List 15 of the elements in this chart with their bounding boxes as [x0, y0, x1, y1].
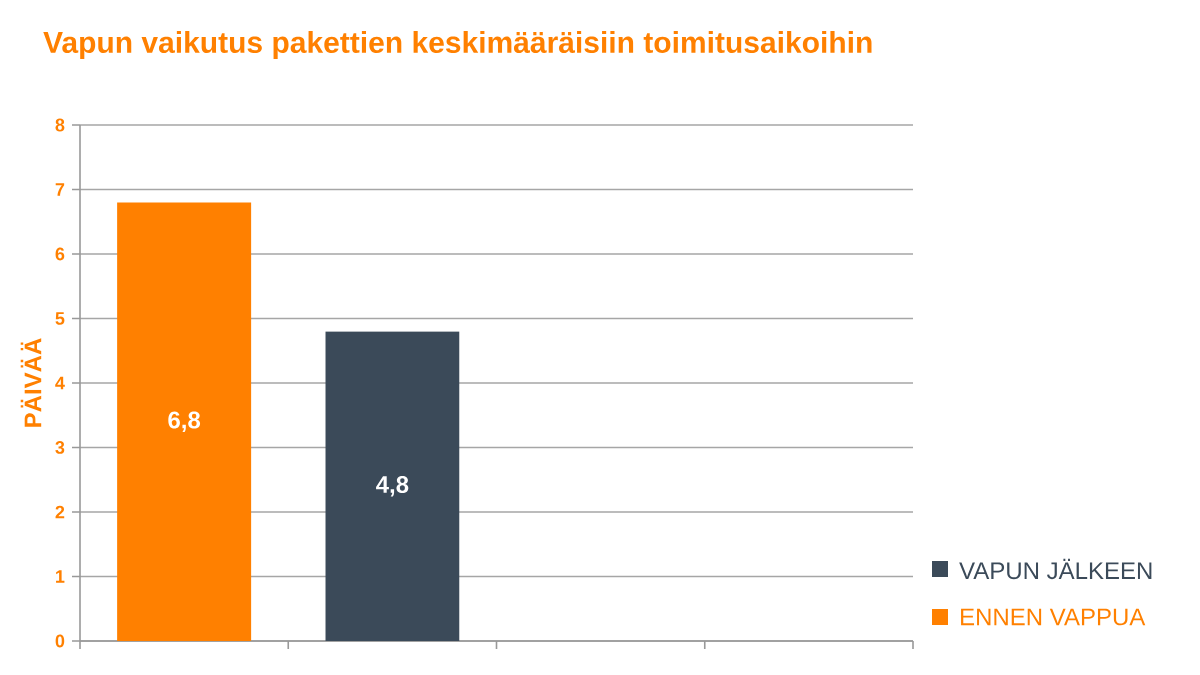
y-tick-label: 8	[55, 118, 65, 132]
y-tick-label: 0	[55, 634, 65, 648]
y-tick-label: 5	[55, 312, 65, 325]
y-tick-label: 1	[56, 570, 65, 583]
chart-title: Vapun vaikutus pakettien keskimääräisiin toimitusaikoihin	[43, 31, 872, 59]
y-tick-label: 6	[55, 247, 65, 261]
y-tick-label: 4	[55, 376, 65, 390]
legend-label: ENNEN VAPPUA	[961, 608, 1146, 626]
data-label: 6,8	[168, 411, 201, 432]
y-tick-label: 2	[55, 505, 65, 519]
y-tick-label: 3	[55, 441, 65, 454]
y-axis-title: PÄIVÄÄ	[20, 338, 42, 427]
data-label: 4,8	[376, 475, 409, 497]
y-tick-label: 7	[55, 183, 65, 196]
legend-label: VAPUN JÄLKEEN	[959, 558, 1152, 580]
